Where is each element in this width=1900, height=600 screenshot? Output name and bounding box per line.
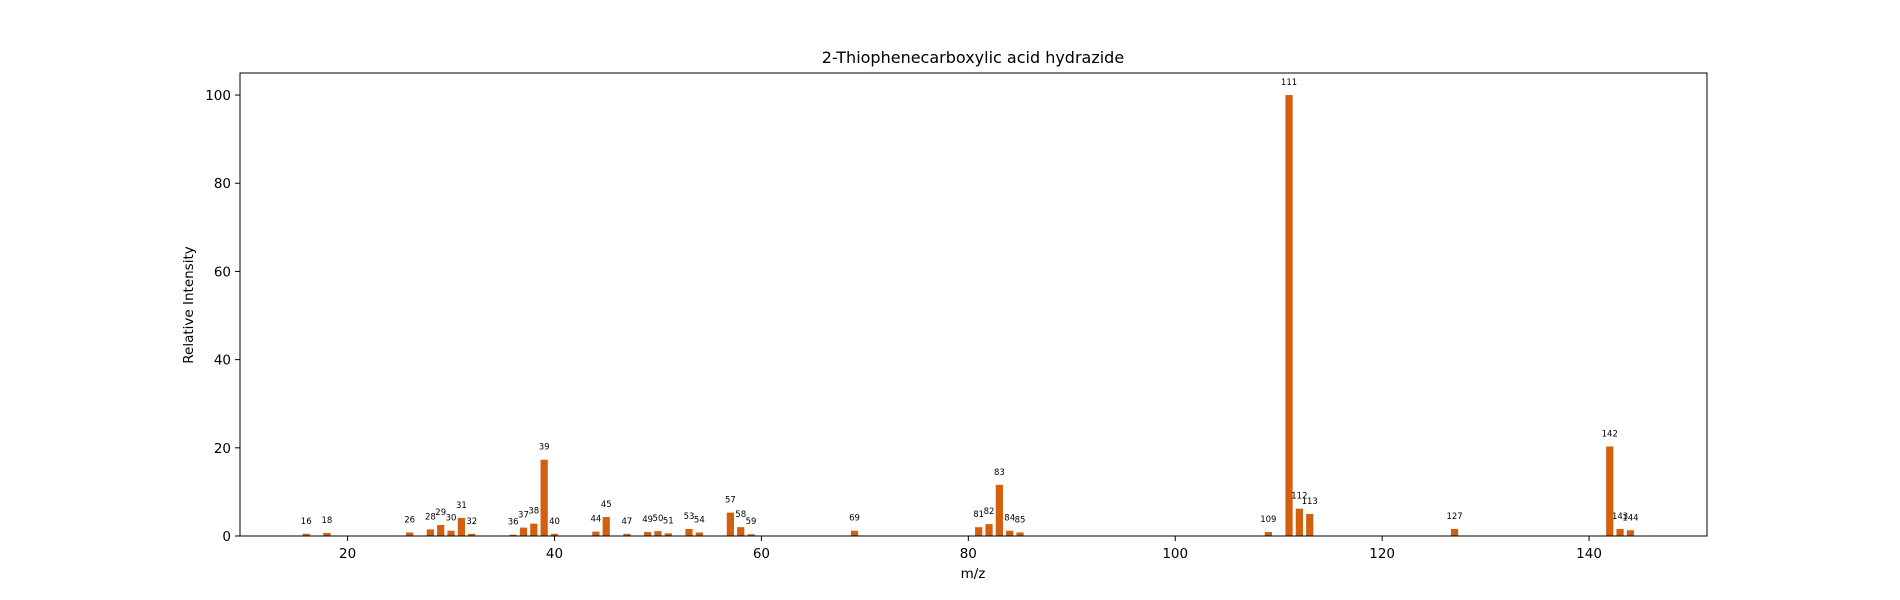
bar-label-mz-54: 54 [694, 515, 705, 525]
bar-mz-51 [664, 533, 672, 536]
bar-mz-47 [623, 533, 631, 536]
x-tick-label: 20 [339, 546, 356, 562]
bar-mz-36 [509, 534, 517, 536]
bar-label-mz-38: 38 [528, 507, 539, 517]
y-tick-label: 80 [214, 176, 231, 192]
bar-mz-127 [1450, 528, 1459, 536]
bar-label-mz-84: 84 [1004, 514, 1015, 524]
bar-mz-49 [643, 532, 652, 536]
y-tick-label: 100 [205, 88, 231, 104]
bar-label-mz-81: 81 [973, 510, 984, 520]
bar-label-mz-143: 143 [1612, 512, 1628, 522]
bar-label-mz-111: 111 [1281, 78, 1297, 88]
bar-label-mz-69: 69 [849, 514, 860, 524]
bar-mz-143 [1616, 528, 1624, 536]
bar-label-mz-47: 47 [622, 517, 633, 527]
bar-mz-31 [457, 517, 466, 536]
x-axis-ticks: 20 40 60 80 100 120 140 [339, 536, 1602, 562]
bar-label-mz-142: 142 [1602, 429, 1618, 439]
bar-label-mz-16: 16 [301, 517, 312, 527]
bar-label-mz-112: 112 [1291, 492, 1307, 502]
x-tick-label: 120 [1369, 546, 1395, 562]
bar-mz-109 [1264, 532, 1272, 536]
y-axis-ticks: 0 20 40 60 80 100 [205, 88, 240, 545]
bar-label-mz-39: 39 [539, 443, 550, 453]
bar-mz-83 [995, 484, 1003, 536]
bar-mz-142 [1606, 446, 1614, 536]
bar-mz-57 [726, 512, 734, 536]
bar-mz-144 [1626, 530, 1635, 536]
y-axis-label: Relative Intensity [181, 246, 197, 364]
bar-mz-69 [850, 530, 859, 536]
bar-label-mz-36: 36 [508, 518, 519, 528]
bar-mz-32 [468, 533, 476, 536]
y-tick-label: 20 [214, 441, 231, 457]
bar-mz-37 [519, 527, 528, 536]
bar-label-mz-29: 29 [435, 508, 446, 518]
bar-mz-59 [747, 534, 755, 536]
bar-mz-16 [302, 533, 310, 536]
bar-label-mz-32: 32 [466, 517, 477, 527]
x-tick-label: 60 [753, 546, 770, 562]
bar-mz-39 [540, 459, 548, 536]
bar-label-mz-58: 58 [735, 510, 746, 520]
chart-title: 2-Thiophenecarboxylic acid hydrazide [822, 48, 1124, 67]
bar-mz-50 [654, 531, 662, 536]
bar-mz-53 [685, 528, 693, 536]
bar-mz-18 [323, 532, 331, 536]
bar-mz-85 [1016, 532, 1024, 536]
y-tick-label: 60 [214, 264, 231, 280]
bar-label-mz-37: 37 [518, 511, 529, 521]
bar-label-mz-59: 59 [746, 517, 757, 527]
x-axis-label: m/z [961, 566, 986, 582]
x-tick-label: 80 [960, 546, 977, 562]
bar-label-mz-82: 82 [984, 507, 995, 517]
bar-mz-38 [530, 523, 538, 536]
bar-mz-81 [975, 527, 983, 536]
bar-label-mz-51: 51 [663, 516, 674, 526]
plot-frame [239, 72, 1708, 537]
bar-label-mz-49: 49 [642, 515, 653, 525]
bar-label-mz-109: 109 [1260, 515, 1276, 525]
bar-mz-58 [737, 527, 745, 536]
bar-mz-45 [602, 517, 610, 536]
bar-label-mz-144: 144 [1622, 513, 1638, 523]
x-tick-label: 140 [1576, 546, 1602, 562]
bar-mz-44 [592, 531, 600, 536]
bar-label-mz-40: 40 [549, 517, 560, 527]
bar-label-mz-127: 127 [1446, 512, 1462, 522]
bar-mz-40 [550, 533, 559, 536]
bar-mz-82 [985, 524, 993, 536]
bar-label-mz-45: 45 [601, 500, 612, 510]
bar-label-mz-31: 31 [456, 501, 467, 511]
bar-mz-26 [406, 532, 414, 536]
bar-label-mz-18: 18 [321, 516, 332, 526]
bar-label-mz-83: 83 [994, 468, 1005, 478]
y-tick-label: 0 [222, 529, 231, 545]
bar-label-mz-57: 57 [725, 496, 736, 506]
bars-layer [302, 95, 1635, 537]
bar-label-mz-85: 85 [1015, 515, 1026, 525]
bar-mz-28 [426, 529, 434, 536]
bar-label-mz-113: 113 [1302, 497, 1318, 507]
bar-mz-112 [1295, 508, 1303, 536]
bar-label-mz-50: 50 [653, 514, 664, 524]
bar-mz-54 [695, 532, 703, 536]
x-tick-label: 40 [546, 546, 563, 562]
bar-mz-111 [1285, 95, 1293, 537]
bar-mz-84 [1006, 530, 1014, 536]
bar-mz-113 [1306, 513, 1314, 536]
bar-label-mz-53: 53 [684, 512, 695, 522]
bar-label-mz-28: 28 [425, 512, 436, 522]
bar-mz-30 [447, 530, 455, 536]
bar-label-mz-26: 26 [404, 515, 415, 525]
bar-label-mz-30: 30 [446, 514, 457, 524]
bar-label-mz-44: 44 [590, 515, 601, 525]
bar-mz-29 [437, 524, 445, 536]
y-tick-label: 40 [214, 353, 231, 369]
x-tick-label: 100 [1162, 546, 1188, 562]
